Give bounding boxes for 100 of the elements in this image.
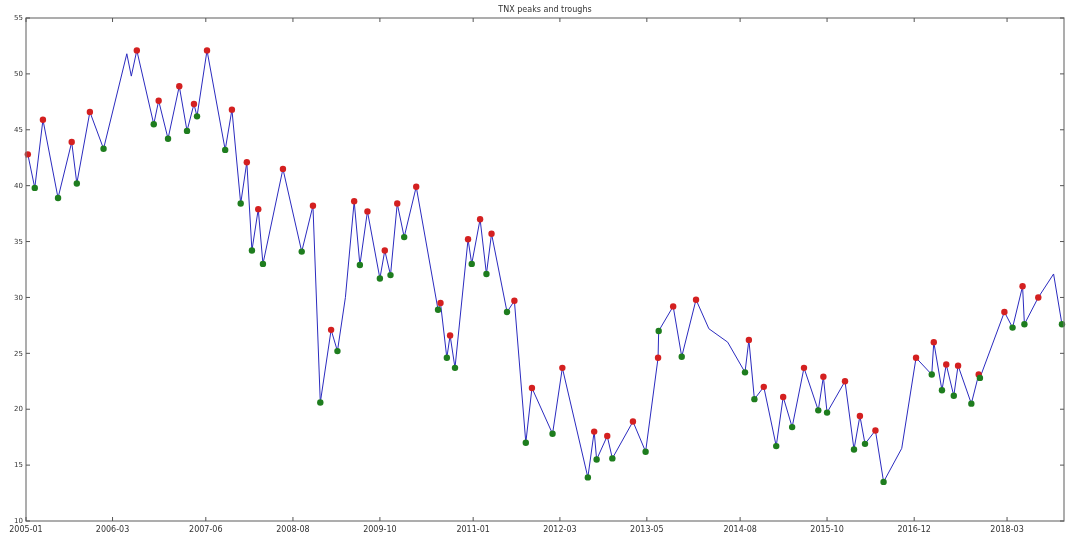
point	[248, 247, 256, 254]
point	[549, 430, 556, 438]
point	[779, 393, 787, 401]
x-tick-label: 2007-06	[189, 525, 223, 534]
point	[279, 165, 287, 173]
point	[443, 354, 451, 361]
point	[823, 409, 831, 416]
point	[451, 364, 459, 372]
point	[800, 364, 808, 372]
point	[183, 127, 191, 135]
point	[609, 455, 616, 462]
point	[760, 383, 767, 391]
point	[350, 198, 358, 205]
chart-title: TNX peaks and troughs	[497, 5, 592, 14]
x-tick-label: 2008-08	[276, 525, 310, 534]
point	[642, 448, 649, 455]
point	[100, 145, 107, 152]
point	[255, 205, 262, 213]
point	[317, 399, 324, 406]
point	[943, 361, 950, 368]
point	[203, 47, 211, 54]
point	[745, 336, 753, 344]
point	[820, 373, 827, 381]
point	[68, 138, 75, 146]
point	[655, 327, 662, 335]
point	[788, 423, 796, 431]
point	[228, 106, 236, 113]
point	[1035, 294, 1042, 301]
point	[815, 407, 822, 414]
point	[930, 338, 937, 346]
x-tick-label: 2018-03	[990, 525, 1024, 534]
point	[437, 299, 444, 307]
point	[387, 271, 394, 279]
point	[604, 432, 611, 440]
x-tick-label: 2005-01	[9, 525, 43, 534]
x-tick-label: 2012-03	[543, 525, 577, 534]
point	[468, 260, 475, 268]
point	[54, 194, 62, 202]
point	[912, 354, 920, 361]
point	[872, 427, 879, 434]
point	[176, 82, 183, 90]
point	[678, 353, 685, 360]
point	[164, 135, 172, 142]
point	[654, 354, 662, 361]
point	[309, 202, 317, 209]
point	[880, 478, 887, 486]
x-tick-label: 2009-10	[363, 525, 397, 534]
point	[954, 362, 962, 369]
point	[741, 369, 749, 376]
x-tick-label: 2016-12	[897, 525, 931, 534]
point	[298, 248, 305, 255]
point	[364, 208, 371, 215]
point	[503, 308, 511, 316]
x-tick-label: 2015-10	[810, 525, 844, 534]
point	[356, 261, 364, 269]
point	[327, 326, 335, 334]
point	[334, 347, 341, 355]
point	[751, 395, 758, 403]
point	[590, 428, 598, 435]
point	[243, 158, 251, 166]
point	[381, 247, 388, 254]
point	[976, 374, 984, 382]
x-tick-label: 2014-08	[723, 525, 757, 534]
point	[528, 384, 536, 392]
point	[950, 392, 957, 400]
point	[584, 474, 592, 481]
point	[193, 113, 201, 120]
point	[593, 456, 600, 463]
point	[773, 442, 780, 450]
x-tick-label: 2011-01	[456, 525, 490, 534]
point	[221, 146, 229, 154]
point	[1001, 308, 1008, 316]
point	[692, 296, 700, 303]
point	[511, 297, 518, 304]
point	[938, 387, 946, 394]
point	[86, 108, 94, 116]
point	[861, 440, 869, 448]
point	[968, 400, 975, 407]
point	[434, 306, 442, 313]
point	[928, 371, 935, 378]
point	[446, 332, 454, 339]
x-tick-label: 2006-03	[95, 525, 130, 534]
point	[73, 180, 81, 187]
point	[376, 275, 384, 282]
point	[841, 378, 849, 385]
point	[237, 200, 244, 207]
x-tick-label: 2013-05	[630, 525, 664, 534]
point	[190, 100, 198, 108]
point	[669, 303, 677, 310]
point	[1009, 324, 1016, 331]
point	[150, 120, 157, 128]
point	[133, 47, 141, 54]
point	[31, 184, 38, 192]
point	[259, 260, 267, 268]
point	[476, 216, 484, 223]
point	[155, 97, 162, 104]
point	[400, 233, 408, 241]
point	[1019, 283, 1026, 290]
point	[488, 230, 495, 237]
point	[464, 236, 472, 243]
